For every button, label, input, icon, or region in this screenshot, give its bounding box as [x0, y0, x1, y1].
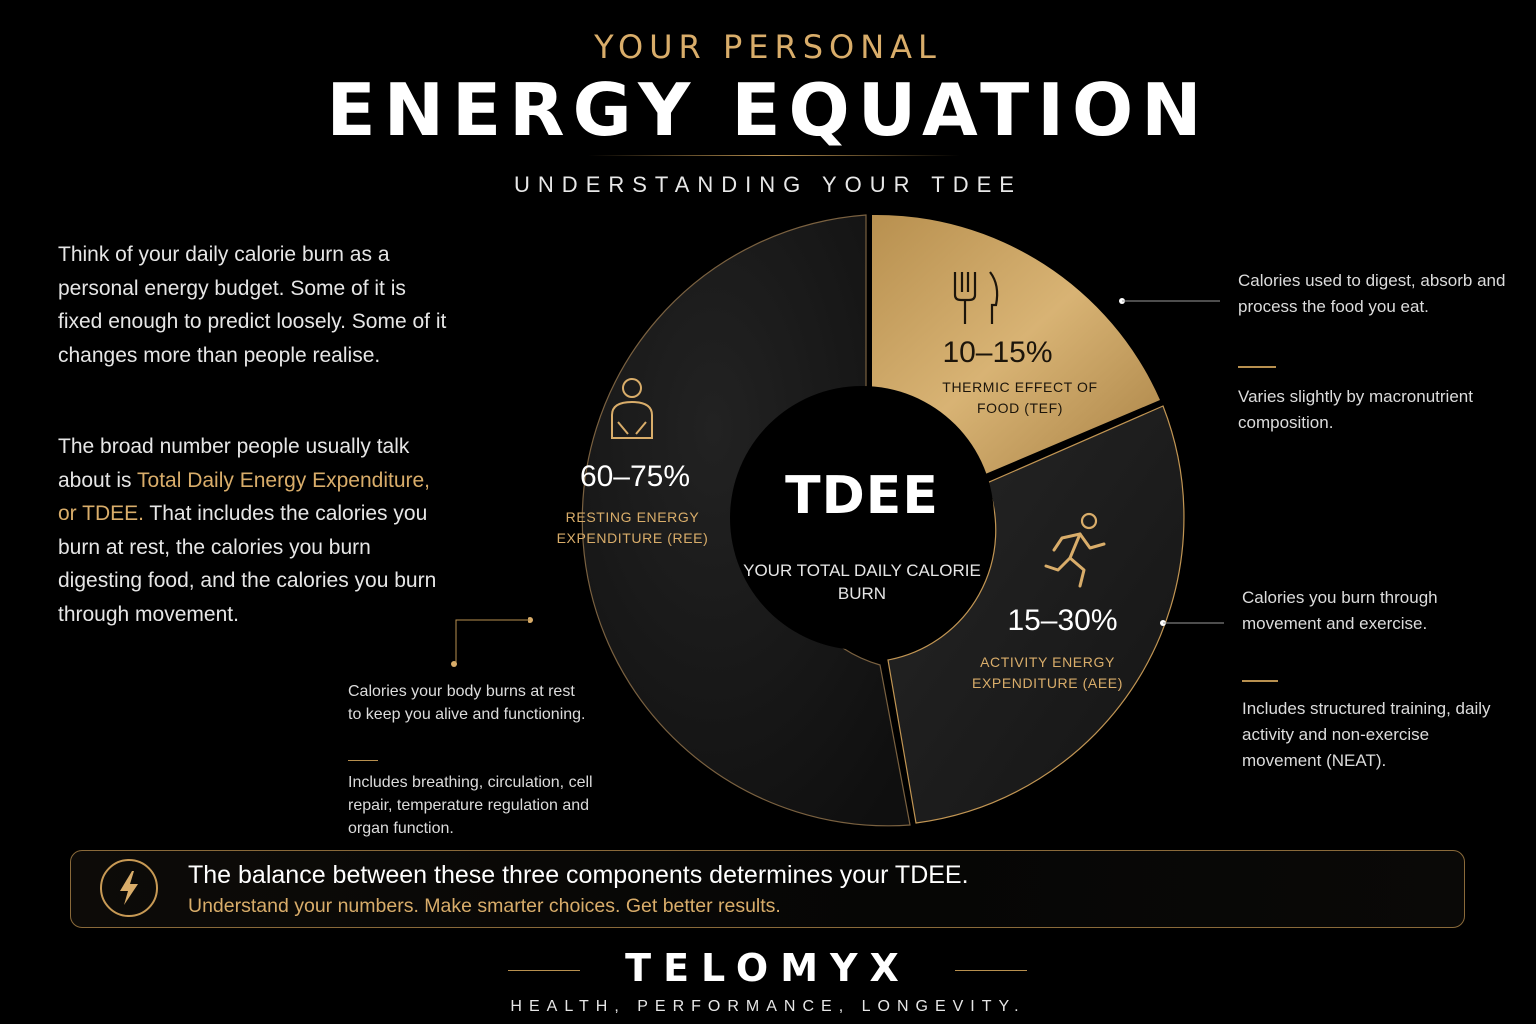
intro-highlight: Total Daily Energy Expenditure, or TDEE.: [58, 468, 431, 526]
intro-text-before: The broad number people usually talk abo…: [58, 435, 410, 492]
aee-label: ACTIVITY ENERGY EXPENDITURE (AEE): [972, 654, 1123, 691]
title-divider: [588, 155, 960, 156]
ree-note-detail: Includes breathing, circulation, cell re…: [348, 774, 593, 837]
connector-tef: [1119, 298, 1194, 304]
brand-tagline: HEALTH, PERFORMANCE, LONGEVITY.: [510, 998, 1026, 1015]
connector-aee: [1160, 620, 1194, 626]
summary-banner: [70, 850, 1465, 928]
banner-subline: Understand your numbers. Make smarter ch…: [188, 895, 781, 917]
connector-ree: [528, 617, 533, 623]
aee-note-divider: [1242, 680, 1278, 682]
banner-headline: The balance between these three componen…: [188, 861, 969, 889]
brand-divider-right: [955, 970, 1027, 971]
tef-note-description: Calories used to digest, absorb and proc…: [1238, 271, 1506, 316]
connector-lines-right: [1190, 300, 1224, 624]
tef-note-divider: [1238, 366, 1276, 368]
donut-center: [730, 386, 994, 650]
tef-label: THERMIC EFFECT OF FOOD (TEF): [942, 379, 1098, 416]
intro-paragraph-1: Think of your daily calorie burn as a pe…: [58, 243, 447, 367]
tef-percent: 10–15%: [942, 336, 1053, 369]
tdee-donut: [528, 214, 1194, 827]
donut-center-subtitle: YOUR TOTAL DAILY CALORIE BURN: [743, 561, 981, 603]
brand-divider-left: [508, 970, 580, 971]
lightning-bolt-icon: [100, 859, 158, 917]
running-person-icon: [1044, 512, 1106, 588]
ree-label: RESTING ENERGY EXPENDITURE (REE): [556, 509, 709, 546]
person-icon: [611, 378, 653, 439]
aee-note-description: Calories you burn through movement and e…: [1242, 588, 1438, 633]
tef-note-detail: Varies slightly by macronutrient composi…: [1238, 387, 1473, 432]
segment-tef: [872, 214, 1160, 476]
page-subtitle: UNDERSTANDING YOUR TDEE: [514, 172, 1022, 197]
intro-paragraph-2: The broad number people usually talk abo…: [58, 430, 448, 631]
aee-percent: 15–30%: [1007, 604, 1118, 637]
page-title: ENERGY EQUATION: [326, 68, 1210, 152]
ree-percent: 60–75%: [579, 460, 691, 493]
donut-center-title: TDEE: [785, 466, 939, 526]
connector-ree-line: [451, 619, 530, 667]
ree-note-description: Calories your body burns at rest to keep…: [348, 683, 586, 723]
brand-logo: TELOMYX: [625, 946, 911, 990]
aee-note-detail: Includes structured training, daily acti…: [1242, 699, 1491, 770]
fork-knife-icon: [953, 271, 999, 324]
intro-text-after: That includes the calories you burn at r…: [58, 502, 437, 626]
ree-note-divider: [348, 760, 378, 761]
segment-aee: [887, 405, 1185, 824]
header-kicker: YOUR PERSONAL: [594, 28, 942, 66]
